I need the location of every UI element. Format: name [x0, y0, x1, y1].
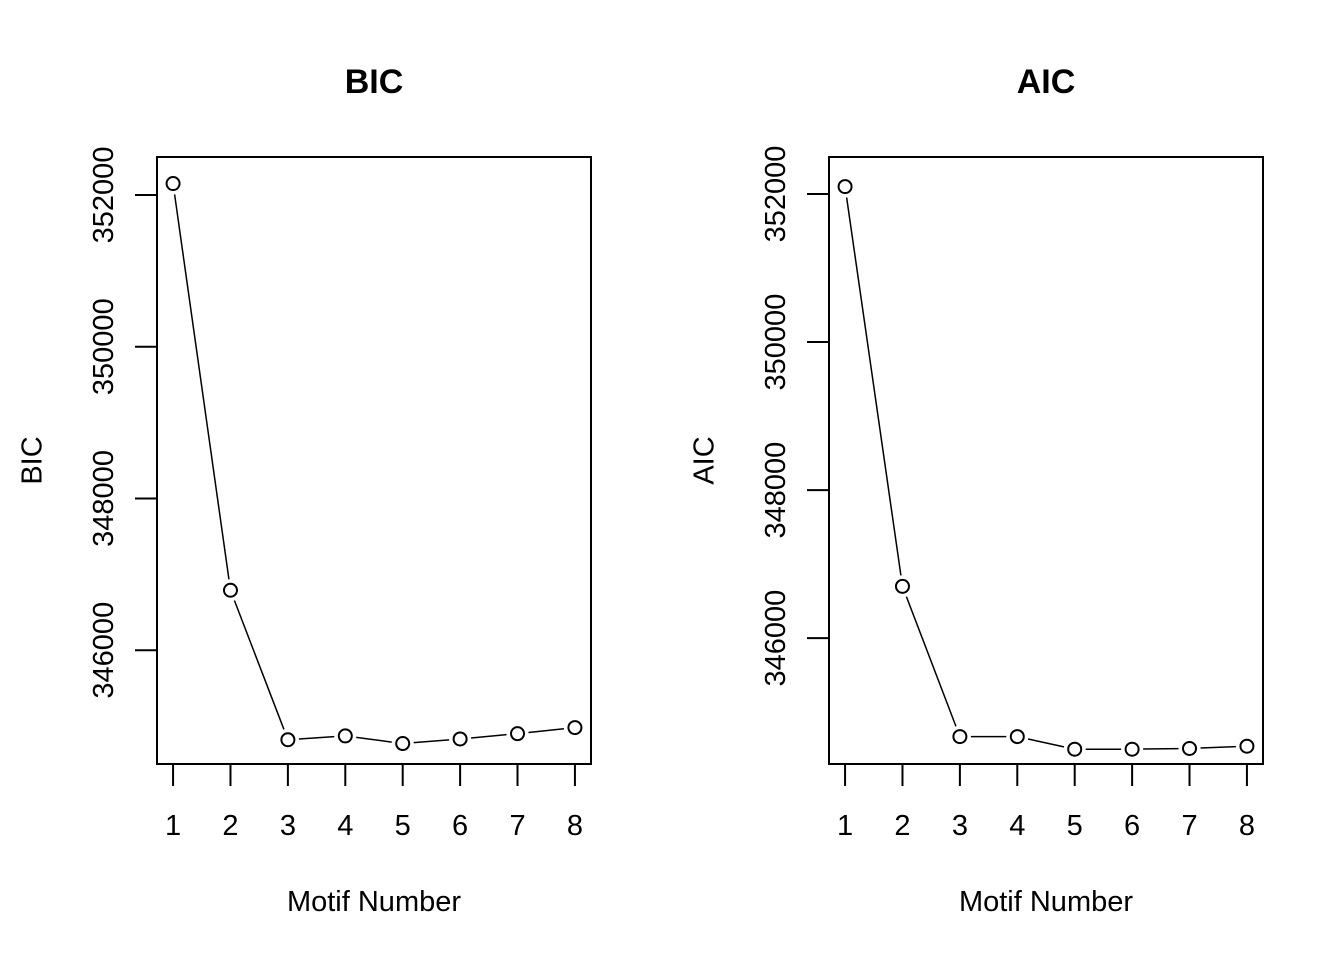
aic-y-tick-label: 348000 [760, 442, 792, 539]
bic-line-segment [528, 727, 565, 734]
aic-y-axis-label: AIC [689, 436, 721, 484]
bic-x-tick-label: 7 [509, 810, 525, 842]
aic-plot-frame [828, 156, 1264, 765]
bic-y-tick-label: 350000 [88, 298, 120, 395]
aic-data-point [894, 578, 910, 594]
bic-x-tick-label: 3 [280, 810, 296, 842]
aic-x-tick-label: 3 [952, 810, 968, 842]
aic-line-segment [845, 197, 902, 576]
bic-y-tick-label: 352000 [88, 147, 120, 244]
bic-panel: BIC Motif Number BIC 1 2 3 4 5 6 7 8 346000 348000 35… [17, 63, 592, 918]
aic-x-tick-label: 2 [894, 810, 910, 842]
bic-plot-frame [156, 156, 592, 765]
aic-x-tick-label: 1 [837, 810, 853, 842]
bic-x-tick-label: 5 [395, 810, 411, 842]
aic-data-point [837, 179, 853, 195]
aic-x-tick-label: 6 [1124, 810, 1140, 842]
aic-y-tick-label: 352000 [760, 146, 792, 243]
bic-data-point [165, 176, 181, 192]
bic-x-tick-label: 6 [452, 810, 468, 842]
bic-x-tick-label: 2 [222, 810, 238, 842]
bic-data-point [567, 720, 583, 736]
bic-line-segment [298, 735, 335, 740]
aic-line-segment [905, 596, 957, 727]
bic-data-point [222, 582, 238, 598]
aic-x-tick-label: 7 [1181, 810, 1197, 842]
aic-x-tick-label: 5 [1067, 810, 1083, 842]
aic-chart-title: AIC [1017, 63, 1076, 101]
bic-data-point [337, 728, 353, 744]
aic-x-tick-label: 4 [1009, 810, 1025, 842]
aic-panel: AIC Motif Number AIC 1 2 3 4 5 6 7 8 346000 348000 35… [689, 63, 1264, 918]
aic-line-segment [1027, 738, 1065, 748]
aic-line-segment [1200, 745, 1236, 749]
aic-y-tick-label: 346000 [760, 590, 792, 687]
bic-data-point [280, 732, 296, 748]
bic-data-point [452, 731, 468, 747]
bic-x-tick-label: 8 [567, 810, 583, 842]
bic-x-tick-label: 4 [337, 810, 353, 842]
bic-y-axis-label: BIC [17, 436, 49, 484]
aic-x-tick-label: 8 [1239, 810, 1255, 842]
aic-data-point [952, 729, 968, 745]
bic-line-segment [233, 600, 285, 730]
aic-data-point [1182, 740, 1198, 756]
bic-y-tick-label: 346000 [88, 602, 120, 699]
bic-data-point [510, 726, 526, 742]
bic-line-segment [470, 733, 507, 739]
aic-data-point [1067, 741, 1083, 757]
aic-data-point [1239, 738, 1255, 754]
bic-x-tick-label: 1 [165, 810, 181, 842]
bic-line-segment [173, 194, 230, 580]
bic-chart-title: BIC [345, 63, 404, 101]
bic-x-axis-label: Motif Number [287, 886, 461, 918]
bic-line-segment [413, 739, 450, 744]
bic-line-segment [356, 736, 392, 743]
bic-y-tick-label: 348000 [88, 450, 120, 547]
bic-data-point [395, 736, 411, 752]
aic-y-tick-label: 350000 [760, 294, 792, 391]
aic-data-point [1124, 741, 1140, 757]
aic-data-point [1009, 729, 1025, 745]
aic-x-axis-label: Motif Number [959, 886, 1133, 918]
